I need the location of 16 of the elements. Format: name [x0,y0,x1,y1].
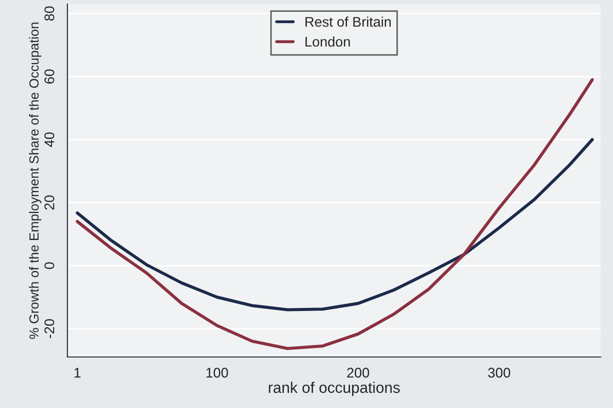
y-axis-title: % Growth of the Employment Share of the Occupation [28,22,42,339]
y-tick-label: 60 [44,69,54,84]
y-tick-label: -20 [44,319,54,338]
y-tick-label: 0 [44,262,54,269]
x-tick-label: 300 [488,368,510,378]
x-axis-title: rank of occupations [268,382,400,396]
y-tick-label: 20 [44,195,54,210]
x-tick-label: 1 [74,368,80,378]
x-tick-label: 200 [347,368,370,378]
line-series [76,78,594,350]
legend-label: Rest of Britain [306,16,391,27]
y-tick-label: 80 [44,6,54,21]
x-tick-label: 100 [206,368,228,378]
legend-label: London [306,36,350,47]
line-series [76,138,594,312]
y-tick-label: 40 [44,132,54,147]
